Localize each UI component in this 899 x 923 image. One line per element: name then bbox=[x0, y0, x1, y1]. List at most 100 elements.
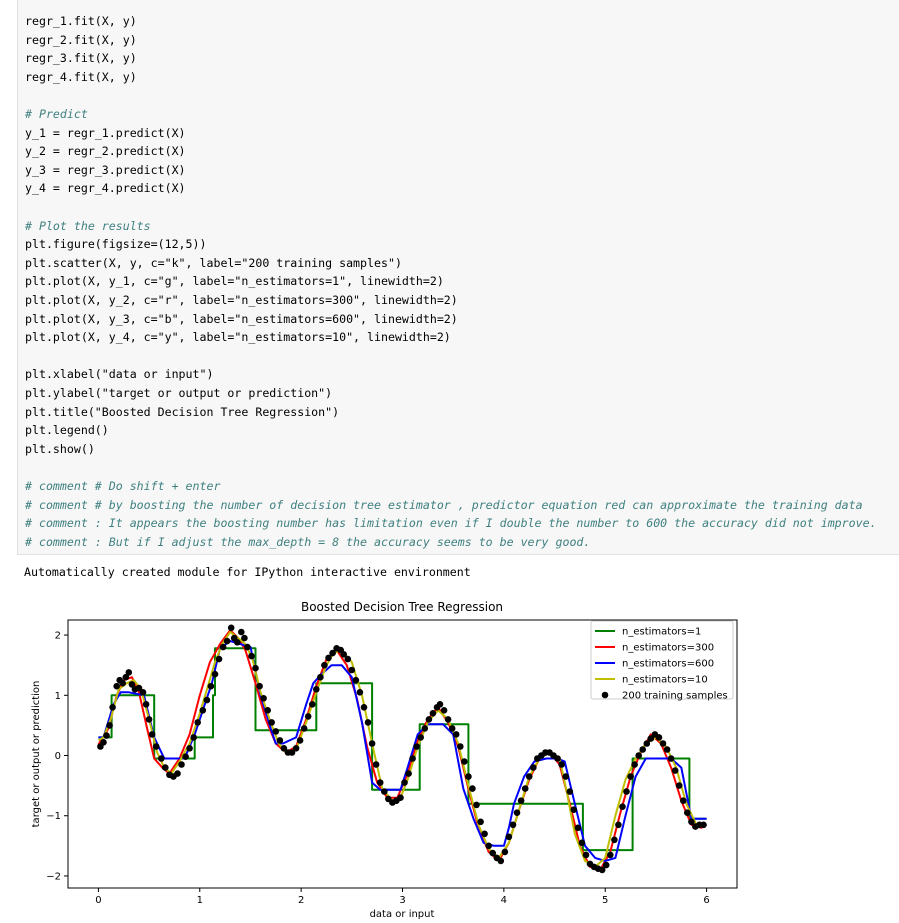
y-tick-label: −2 bbox=[46, 871, 61, 882]
code-line: plt.plot(X, y_4, c="y", label="n_estimat… bbox=[25, 330, 451, 345]
training-sample-point bbox=[309, 701, 316, 708]
chart-title: Boosted Decision Tree Regression bbox=[301, 600, 503, 614]
training-sample-point bbox=[497, 857, 505, 865]
code-line: regr_2.fit(X, y) bbox=[25, 32, 137, 47]
code-line: regr_1.fit(X, y) bbox=[25, 14, 137, 28]
y-tick-label: 0 bbox=[55, 751, 61, 762]
training-sample-point bbox=[344, 655, 352, 663]
training-sample-point bbox=[368, 740, 376, 747]
legend-label: 200 training samples bbox=[622, 691, 728, 702]
training-sample-point bbox=[256, 682, 263, 690]
training-sample-point bbox=[211, 670, 219, 678]
training-sample-point bbox=[162, 764, 169, 771]
code-line: plt.plot(X, y_1, c="g", label="n_estimat… bbox=[25, 274, 444, 289]
training-sample-point bbox=[663, 746, 671, 753]
training-sample-point bbox=[505, 833, 513, 841]
training-sample-point bbox=[607, 851, 614, 859]
training-sample-point bbox=[264, 707, 272, 714]
training-sample-point bbox=[119, 679, 126, 687]
training-sample-point bbox=[142, 701, 150, 708]
training-sample-point bbox=[182, 753, 189, 760]
x-tick-label: 0 bbox=[95, 895, 101, 906]
training-sample-point bbox=[178, 761, 185, 768]
training-sample-point bbox=[113, 682, 120, 690]
code-line: y_2 = regr_2.predict(X) bbox=[25, 144, 186, 159]
code-line: regr_3.fit(X, y) bbox=[25, 51, 137, 66]
training-sample-point bbox=[317, 673, 324, 681]
training-sample-point bbox=[562, 773, 569, 780]
code-comment-line: # Plot the results bbox=[25, 218, 151, 233]
code-line: y_4 = regr_4.predict(X) bbox=[25, 181, 186, 196]
y-axis-label: target or output or prediction bbox=[31, 681, 42, 828]
y-tick-label: −1 bbox=[46, 811, 61, 822]
chart-legend: n_estimators=1 n_estimators=300 n_estimato… bbox=[590, 620, 734, 702]
cell-output-stdout: Automatically created module for IPython… bbox=[24, 565, 471, 579]
training-sample-point bbox=[194, 719, 201, 726]
training-sample-point bbox=[364, 719, 372, 726]
training-sample-point bbox=[469, 785, 476, 792]
legend-label: n_estimators=300 bbox=[622, 643, 714, 654]
training-sample-point bbox=[139, 689, 147, 696]
training-sample-point bbox=[227, 624, 235, 632]
training-sample-point bbox=[558, 761, 565, 768]
training-sample-point bbox=[244, 643, 251, 651]
training-sample-point bbox=[199, 707, 207, 714]
training-sample-point bbox=[425, 716, 433, 723]
training-sample-point bbox=[489, 849, 497, 857]
y-tick-label: 1 bbox=[55, 691, 61, 702]
training-sample-point bbox=[174, 770, 181, 777]
x-tick-label: 3 bbox=[399, 895, 405, 906]
training-sample-point bbox=[125, 669, 133, 676]
training-sample-point bbox=[473, 801, 480, 809]
training-sample-point bbox=[566, 788, 574, 795]
training-sample-point bbox=[223, 637, 231, 645]
code-line: regr_4.fit(X, y) bbox=[25, 69, 137, 84]
training-sample-point bbox=[521, 785, 529, 792]
x-tick-label: 1 bbox=[197, 895, 203, 906]
training-sample-point bbox=[190, 734, 197, 741]
training-sample-point bbox=[530, 764, 537, 771]
training-sample-point bbox=[688, 818, 695, 826]
code-cell-input[interactable]: regr_1.fit(X, y) regr_2.fit(X, y) regr_3.f… bbox=[17, 0, 899, 555]
y-axis-ticks: 2 1 0 −1 −2 bbox=[46, 631, 68, 882]
training-sample-point bbox=[680, 797, 687, 804]
training-sample-point bbox=[238, 628, 245, 636]
training-sample-point bbox=[321, 661, 328, 669]
training-sample-point bbox=[413, 743, 421, 750]
training-sample-point bbox=[268, 719, 276, 726]
training-sample-point bbox=[360, 704, 368, 711]
code-comment-line: # comment : It appears the boosting numb… bbox=[25, 516, 877, 531]
training-sample-point bbox=[152, 743, 160, 750]
training-sample-point bbox=[631, 761, 638, 768]
training-sample-point bbox=[440, 707, 448, 714]
training-sample-point bbox=[401, 779, 408, 786]
training-sample-point bbox=[340, 651, 348, 658]
training-sample-point bbox=[675, 782, 683, 789]
training-sample-point bbox=[513, 809, 521, 816]
training-sample-point bbox=[525, 773, 533, 780]
code-comment-line: # Predict bbox=[25, 107, 88, 121]
training-sample-point bbox=[381, 788, 388, 795]
training-sample-point bbox=[448, 725, 456, 732]
training-sample-point bbox=[517, 797, 525, 804]
legend-label: n_estimators=1 bbox=[622, 627, 701, 638]
training-sample-point bbox=[485, 842, 493, 850]
x-tick-label: 4 bbox=[501, 895, 507, 906]
training-sample-point bbox=[659, 740, 667, 747]
training-sample-point bbox=[457, 743, 464, 750]
training-sample-point bbox=[215, 655, 223, 663]
training-sample-point bbox=[100, 739, 107, 746]
training-sample-point bbox=[348, 666, 356, 674]
training-sample-point bbox=[135, 684, 143, 692]
code-line: y_3 = regr_3.predict(X) bbox=[25, 162, 186, 177]
training-sample-point bbox=[501, 848, 509, 856]
training-sample-point bbox=[352, 676, 360, 684]
training-sample-point bbox=[252, 664, 259, 672]
training-sample-point bbox=[241, 634, 248, 642]
code-comment-line: # comment # by boosting the number of de… bbox=[25, 497, 863, 512]
training-sample-point bbox=[429, 710, 437, 717]
x-axis-ticks: 0 1 2 3 4 5 6 bbox=[95, 888, 710, 906]
x-tick-label: 5 bbox=[602, 895, 608, 906]
training-sample-point bbox=[292, 745, 300, 752]
training-sample-point bbox=[611, 836, 618, 844]
